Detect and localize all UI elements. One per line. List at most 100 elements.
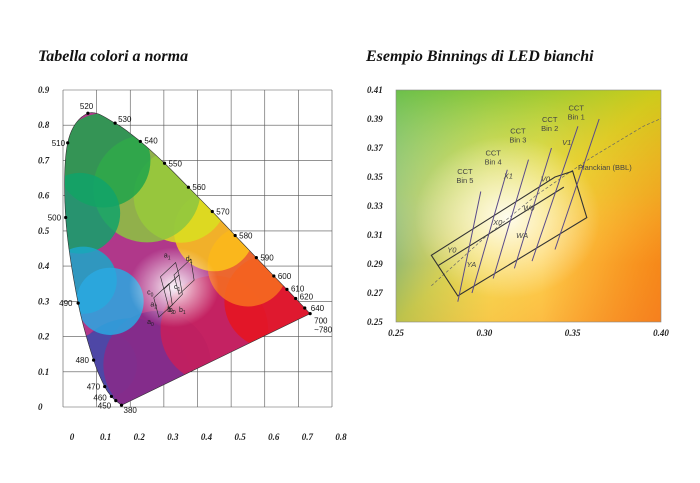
cct-bin-label: CCT	[510, 127, 526, 136]
cct-bin-label: Bin 5	[456, 176, 473, 185]
bin-label: b2	[167, 307, 174, 316]
wavelength-label: 550	[169, 159, 183, 168]
wavelength-label: 640	[311, 304, 325, 313]
locus-point	[91, 358, 96, 362]
wavelength-label: 490	[59, 299, 73, 308]
region-label: X0	[492, 218, 503, 227]
cct-boundary	[492, 159, 529, 279]
wavelength-label: 500	[48, 214, 62, 223]
x-tick-label: 0.25	[388, 328, 404, 338]
wavelength-label: 380	[124, 406, 138, 415]
wavelength-label: 570	[216, 208, 230, 217]
x-tick-label: 0	[70, 432, 75, 442]
cct-boundary	[457, 191, 482, 302]
cct-boundary	[513, 147, 552, 269]
wavelength-label: 620	[300, 293, 314, 302]
wavelength-label: 470	[87, 383, 101, 392]
white-bins: a1 b1 c1 d1 a0 b0 c0 b2 a2	[147, 252, 195, 328]
cct-boundary	[554, 118, 600, 250]
cct-boundary	[471, 169, 508, 294]
region-label: W0	[523, 203, 535, 212]
wavelength-label: 700	[314, 317, 328, 326]
cct-bin-label: CCT	[485, 148, 501, 157]
y-tick-label: 0.1	[38, 367, 49, 377]
wavelength-label: 510	[52, 139, 66, 148]
wavelength-label: 450	[98, 402, 112, 411]
cct-bin-label: Bin 3	[509, 136, 526, 145]
binning-background	[396, 90, 661, 322]
y-tick-label: 0.5	[38, 226, 50, 236]
y-tick-label: 0.41	[367, 85, 383, 95]
bin-midline	[438, 186, 565, 266]
region-label: X1	[503, 171, 513, 180]
bin-label: a2	[150, 302, 157, 311]
bin-quad	[153, 283, 173, 318]
y-tick-label: 0.4	[38, 261, 50, 271]
wavelength-label: 530	[118, 115, 132, 124]
wavelength-label: 600	[278, 272, 292, 281]
locus-point	[103, 384, 107, 389]
bin-label: a0	[147, 319, 154, 328]
planckian-curve	[431, 118, 661, 287]
chart-title-binning: Esempio Binnings di LED bianchi	[366, 48, 594, 65]
bin-quad	[160, 262, 180, 290]
y-tick-label: 0	[38, 402, 43, 412]
locus-point	[272, 274, 276, 278]
x-tick-label: 0.7	[302, 432, 314, 442]
y-tick-label: 0.6	[38, 191, 50, 201]
y-tick-label: 0.35	[367, 172, 383, 182]
locus-point	[138, 139, 142, 144]
y-tick-label: 0.25	[367, 317, 383, 327]
wavelength-label: 580	[239, 231, 253, 240]
bin-label: d1	[186, 256, 193, 265]
region-label: V0	[541, 174, 551, 183]
locus-point	[109, 394, 114, 399]
chart-title-cie: Tabella colori a norma	[38, 48, 189, 65]
locus-point	[233, 233, 237, 238]
locus-point	[303, 306, 307, 310]
locus-point	[64, 215, 68, 220]
wavelength-label: 590	[260, 254, 274, 263]
locus-point	[308, 312, 312, 316]
locus-point	[76, 301, 80, 305]
x-tick-label: 0.2	[134, 432, 146, 442]
cct-boundary	[531, 126, 579, 262]
cie-color-fill	[64, 112, 311, 406]
x-tick-label: 0.35	[565, 328, 581, 338]
x-tick-label: 0.4	[201, 432, 213, 442]
y-tick-label: 0.37	[367, 143, 383, 153]
wavelength-label: 480	[76, 356, 90, 365]
cct-bin-label: Bin 2	[541, 124, 558, 133]
wavelength-label: 460	[93, 393, 107, 402]
plot-frame	[395, 89, 662, 323]
x-tick-label: 0.1	[100, 432, 111, 442]
bin-outer	[430, 170, 588, 297]
region-label: Y0	[447, 245, 457, 254]
locus-point	[294, 296, 298, 301]
locus-point	[210, 209, 214, 214]
locus-point	[113, 121, 117, 125]
y-tick-label: 0.2	[38, 332, 50, 342]
x-tick-label: 0.8	[335, 432, 347, 442]
x-tick-label: 0.5	[235, 432, 247, 442]
y-tick-label: 0.27	[367, 288, 383, 298]
planckian-label: Planckian (BBL)	[578, 163, 632, 172]
locus-point	[86, 111, 90, 115]
locus-point	[119, 403, 124, 407]
bin-label: a1	[164, 252, 171, 261]
locus-point	[285, 287, 289, 291]
cct-bin-label: CCT	[542, 115, 558, 124]
y-tick-label: 0.33	[367, 201, 383, 211]
y-tick-label: 0.9	[38, 85, 50, 95]
cct-bin-label: CCT	[568, 103, 584, 112]
cct-bin-label: Bin 4	[485, 157, 502, 166]
cct-bin-label: Bin 1	[568, 112, 585, 121]
wavelength-label: 520	[80, 102, 94, 111]
wavelength-label: 610	[291, 284, 305, 293]
bin-label: c1	[174, 284, 181, 293]
region-label: YA	[467, 260, 477, 269]
bin-label: c0	[147, 289, 154, 298]
bin-label: b0	[169, 307, 176, 316]
